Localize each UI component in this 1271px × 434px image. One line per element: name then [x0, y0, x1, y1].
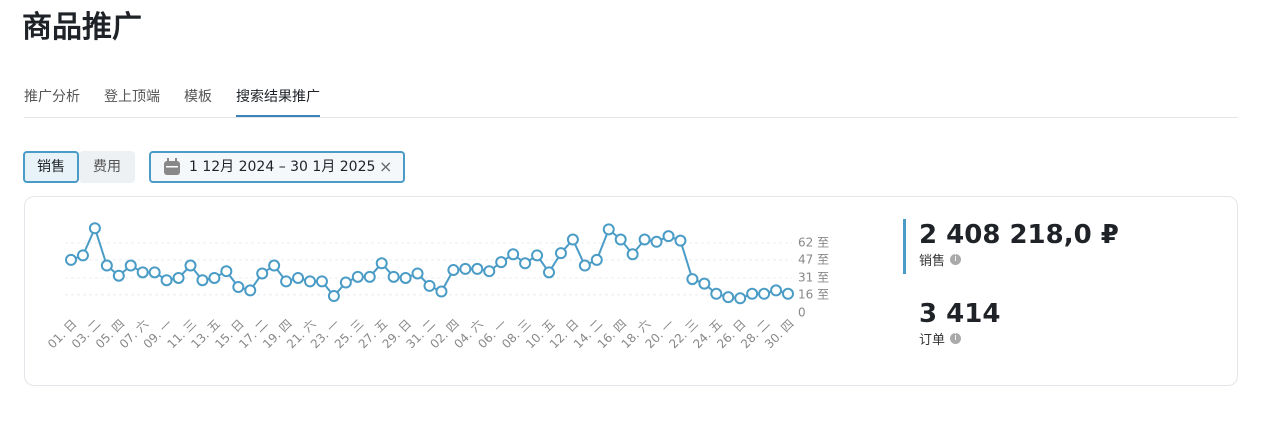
point — [88, 222, 101, 235]
point — [554, 247, 567, 260]
point — [483, 265, 496, 278]
chart: 016 至31 至47 至62 至01. 日03. 二05. 四07. 六09.… — [45, 222, 829, 351]
stat-accent — [903, 219, 906, 274]
point — [770, 284, 783, 297]
tab[interactable]: 推广分析 — [24, 89, 80, 105]
point — [76, 249, 89, 262]
point — [280, 275, 293, 288]
stat-value: 2 408 218,0 ₽ — [919, 220, 1119, 250]
point — [626, 248, 639, 261]
point — [435, 285, 448, 298]
stat-value: 3 414 — [919, 299, 1001, 329]
point — [220, 265, 233, 278]
point — [758, 287, 771, 300]
point — [566, 233, 579, 246]
stat-label-row: 订单 i — [919, 329, 1119, 348]
clear-button[interactable]: × — [379, 157, 393, 176]
point — [100, 259, 113, 272]
point — [578, 259, 591, 272]
point — [543, 266, 555, 279]
tabs: 推广分析 登上顶端 模板 搜索结果推广 — [24, 86, 320, 117]
point — [686, 273, 699, 286]
stat: 2 408 218,0 ₽ 销售 i — [919, 220, 1119, 269]
date-range: 1 12月 2024 – 30 1月 2025 — [189, 159, 376, 175]
toggle-option[interactable]: 费用 — [79, 151, 135, 183]
divider — [24, 117, 1238, 118]
point — [351, 270, 364, 283]
point — [531, 249, 544, 262]
point — [650, 235, 663, 248]
point — [315, 275, 328, 288]
point — [674, 234, 687, 247]
point — [136, 266, 149, 279]
point — [124, 259, 137, 272]
stat-label-row: 销售 i — [919, 250, 1119, 269]
point — [112, 269, 125, 282]
y-tick-label: 0 — [798, 306, 806, 320]
point — [148, 266, 161, 279]
point — [662, 230, 675, 243]
point — [304, 275, 316, 288]
date-picker[interactable]: 1 12月 2024 – 30 1月 2025 × — [149, 151, 405, 183]
point — [459, 262, 472, 275]
stats: 2 408 218,0 ₽ 销售 i 3 414 订单 i — [919, 220, 1119, 348]
y-tick-label: 47 至 — [798, 252, 829, 266]
point — [208, 271, 221, 284]
point — [590, 253, 603, 266]
point — [519, 257, 532, 270]
point — [471, 262, 484, 275]
tab[interactable]: 登上顶端 — [104, 89, 160, 105]
point — [160, 274, 173, 287]
point — [184, 259, 197, 272]
point — [722, 291, 735, 304]
point — [387, 270, 400, 283]
calendar-icon — [164, 158, 180, 175]
point — [292, 271, 305, 284]
point — [363, 270, 376, 283]
point — [710, 287, 723, 300]
point — [614, 233, 627, 246]
y-tick-label: 62 至 — [798, 235, 829, 249]
point — [65, 253, 77, 266]
point — [244, 284, 257, 297]
point — [268, 259, 281, 272]
info-icon[interactable]: i — [950, 333, 962, 344]
point — [602, 223, 615, 236]
stat: 3 414 订单 i — [919, 299, 1119, 348]
stat-label: 销售 — [919, 254, 946, 269]
tab[interactable]: 搜索结果推广 — [236, 86, 320, 117]
point — [339, 276, 352, 289]
point — [232, 281, 245, 294]
point — [782, 287, 794, 300]
stat-label: 订单 — [919, 333, 946, 348]
point — [734, 292, 747, 305]
point — [698, 277, 711, 290]
toggle-option[interactable]: 销售 — [23, 151, 79, 183]
point — [196, 274, 209, 287]
point — [327, 290, 340, 303]
point — [638, 233, 651, 246]
y-tick-label: 31 至 — [798, 270, 829, 284]
point — [375, 257, 388, 270]
y-tick-label: 16 至 — [798, 287, 829, 301]
chart-card — [24, 196, 1238, 386]
point — [399, 271, 412, 284]
point — [411, 267, 424, 280]
point — [495, 256, 508, 269]
point — [172, 271, 185, 284]
point — [256, 267, 269, 280]
point — [746, 287, 759, 300]
metric-toggle: 销售 费用 — [23, 151, 135, 183]
tab[interactable]: 模板 — [184, 89, 212, 105]
point — [447, 264, 460, 277]
page-title: 商品推广 — [22, 10, 142, 45]
info-icon[interactable]: i — [950, 254, 962, 265]
point — [423, 279, 436, 292]
point — [507, 248, 520, 261]
